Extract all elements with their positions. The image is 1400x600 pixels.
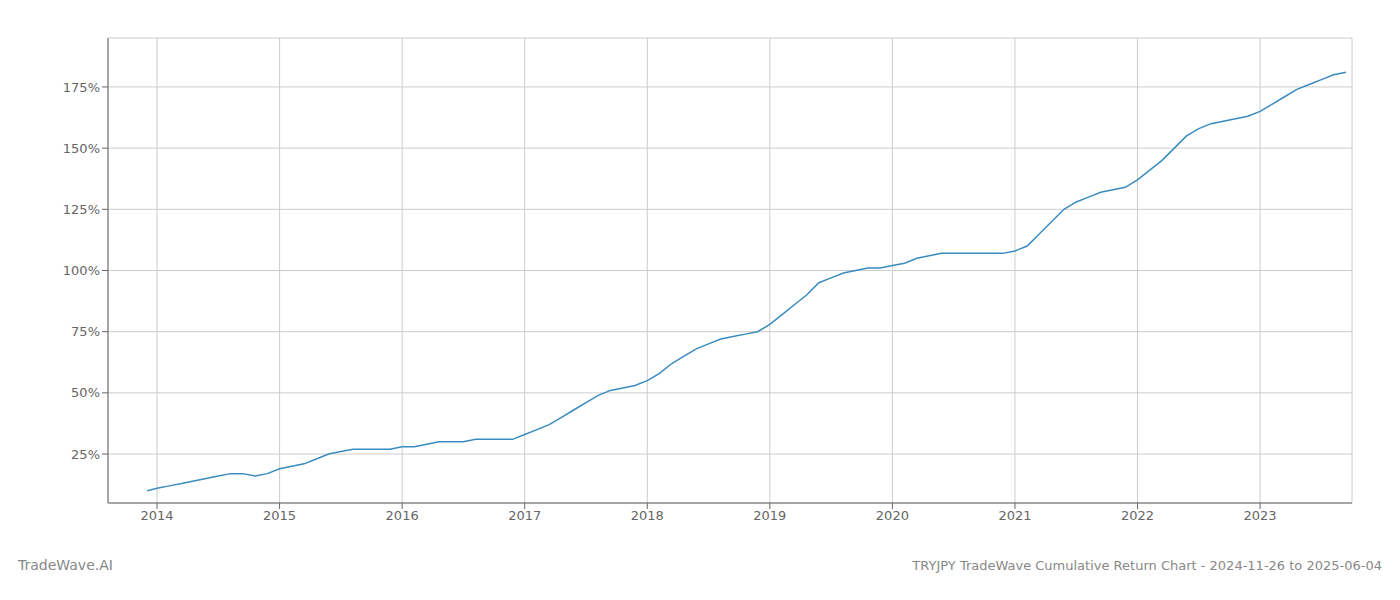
- svg-text:100%: 100%: [63, 263, 100, 278]
- svg-text:150%: 150%: [63, 141, 100, 156]
- svg-text:2014: 2014: [140, 508, 173, 523]
- html-text:TRYJPY TradeWave Cumulative Re: TRYJPY TradeWave Cumulative Return Chart…: [912, 558, 1382, 573]
- svg-text:2017: 2017: [508, 508, 541, 523]
- svg-text:2020: 2020: [876, 508, 909, 523]
- svg-text:2022: 2022: [1121, 508, 1154, 523]
- svg-text:2015: 2015: [263, 508, 296, 523]
- svg-text:2023: 2023: [1244, 508, 1277, 523]
- svg-text:75%: 75%: [71, 324, 100, 339]
- svg-text:2016: 2016: [386, 508, 419, 523]
- svg-text:2018: 2018: [631, 508, 664, 523]
- html-text:TradeWave.AI: TradeWave.AI: [18, 557, 113, 573]
- svg-text:175%: 175%: [63, 80, 100, 95]
- svg-text:50%: 50%: [71, 385, 100, 400]
- svg-text:125%: 125%: [63, 202, 100, 217]
- svg-text:25%: 25%: [71, 447, 100, 462]
- svg-text:2019: 2019: [753, 508, 786, 523]
- svg-text:2021: 2021: [998, 508, 1031, 523]
